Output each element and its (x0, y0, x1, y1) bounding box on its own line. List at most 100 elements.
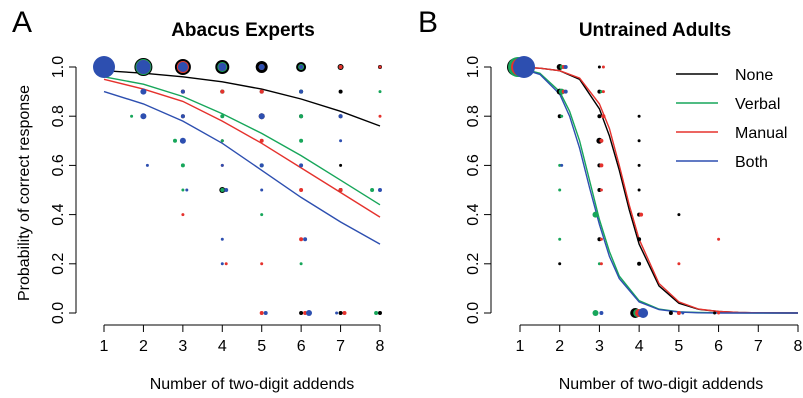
panel-b: B Untrained Adults Number of two-digit a… (418, 6, 803, 393)
data-point-manual (599, 138, 604, 143)
data-point-both (180, 114, 185, 119)
data-point-manual (676, 311, 681, 315)
data-point-verbal (592, 310, 599, 316)
data-point-both (220, 237, 224, 241)
y-tick-label: 0.2 (465, 253, 482, 275)
panel-a-title: Abacus Experts (171, 20, 315, 41)
data-point-both (179, 137, 186, 144)
x-tick-label: 7 (336, 338, 345, 355)
data-point-both (299, 65, 304, 69)
x-tick-label: 3 (178, 338, 187, 355)
data-point-verbal (558, 237, 562, 241)
data-point-both (136, 60, 151, 74)
data-point-none (637, 188, 641, 192)
data-point-verbal (560, 114, 564, 118)
data-point-verbal (260, 213, 264, 217)
data-point-both (220, 262, 224, 266)
data-point-manual (601, 90, 605, 94)
y-tick-label: 0.0 (465, 302, 482, 324)
y-tick-label: 1.0 (465, 56, 482, 78)
y-tick-label: 0.6 (465, 154, 482, 176)
data-point-manual (259, 89, 264, 94)
data-point-both (335, 311, 339, 315)
x-tick-label: 5 (257, 338, 266, 355)
data-point-manual (601, 114, 606, 119)
data-point-manual (601, 65, 605, 69)
panel-b-xlabel: Number of two-digit addends (559, 376, 764, 393)
x-tick-label: 2 (139, 338, 148, 355)
data-point-both (140, 113, 147, 120)
data-point-none (637, 139, 641, 143)
data-point-both (140, 88, 147, 95)
data-point-verbal (181, 188, 185, 192)
data-point-both (258, 113, 265, 120)
data-point-both (145, 163, 149, 167)
data-point-none (713, 311, 717, 315)
panel-b-title: Untrained Adults (579, 20, 731, 41)
data-point-both (224, 188, 229, 192)
data-point-none (597, 65, 601, 69)
y-tick-label: 0.2 (50, 253, 67, 275)
data-point-manual (342, 311, 347, 315)
x-tick-label: 1 (100, 338, 109, 355)
panel-letter-b: B (418, 6, 438, 39)
data-point-none (338, 89, 343, 94)
data-point-verbal (370, 188, 375, 192)
y-tick-label: 0.8 (465, 105, 482, 127)
x-tick-label: 6 (297, 338, 306, 355)
x-tick-label: 8 (794, 338, 803, 355)
data-point-verbal (299, 262, 303, 266)
data-point-none (668, 311, 673, 315)
data-point-both (263, 311, 268, 315)
panel-b-points (507, 56, 721, 318)
y-tick-label: 0.8 (50, 105, 67, 127)
data-point-manual (220, 89, 225, 94)
data-point-none (637, 237, 642, 242)
data-point-manual (303, 311, 308, 315)
data-point-none (677, 213, 681, 217)
data-point-verbal (173, 138, 177, 143)
data-point-manual (599, 163, 604, 168)
data-point-none (637, 163, 641, 167)
panel-b-axes: 1 2 3 4 5 6 7 8 0.0 0.2 0.4 0.6 0.8 1.0 (465, 56, 803, 355)
data-point-both (185, 188, 189, 192)
data-point-manual (181, 213, 185, 217)
data-point-verbal (299, 138, 304, 143)
fit-line-manual (519, 66, 799, 314)
panel-a-xlabel: Number of two-digit addends (150, 376, 355, 393)
legend-label-none: None (735, 67, 773, 84)
fit-line-none (103, 70, 381, 127)
data-point-manual (260, 262, 264, 266)
panel-a-axes: 1 2 3 4 5 6 7 8 0.0 0.2 0.4 0.6 0.8 1.0 (50, 56, 385, 355)
data-point-manual (717, 237, 721, 241)
data-point-manual (599, 237, 603, 241)
data-point-manual (259, 311, 264, 315)
panel-b-fit-lines (519, 66, 799, 314)
x-tick-label: 2 (555, 338, 564, 355)
fit-line-verbal (103, 76, 381, 206)
x-tick-label: 8 (376, 338, 385, 355)
data-point-both (339, 139, 343, 143)
legend-label-both: Both (735, 154, 768, 171)
data-point-both (306, 310, 312, 316)
fit-line-both (103, 90, 381, 245)
data-point-verbal (220, 139, 224, 143)
data-point-verbal (130, 114, 134, 118)
data-point-both (260, 188, 264, 192)
data-point-verbal (299, 114, 304, 119)
data-point-both (599, 311, 604, 315)
data-point-verbal (378, 90, 382, 94)
data-point-none (339, 163, 343, 167)
x-tick-label: 6 (714, 338, 723, 355)
data-point-none (637, 261, 642, 266)
data-point-none (338, 311, 343, 315)
y-tick-label: 0.6 (50, 154, 67, 176)
data-point-manual (717, 311, 721, 315)
data-point-both (638, 308, 649, 318)
data-point-manual (639, 212, 644, 217)
data-point-both (681, 311, 685, 315)
data-point-both (180, 89, 185, 94)
data-point-both (258, 64, 265, 70)
x-tick-label: 7 (754, 338, 763, 355)
